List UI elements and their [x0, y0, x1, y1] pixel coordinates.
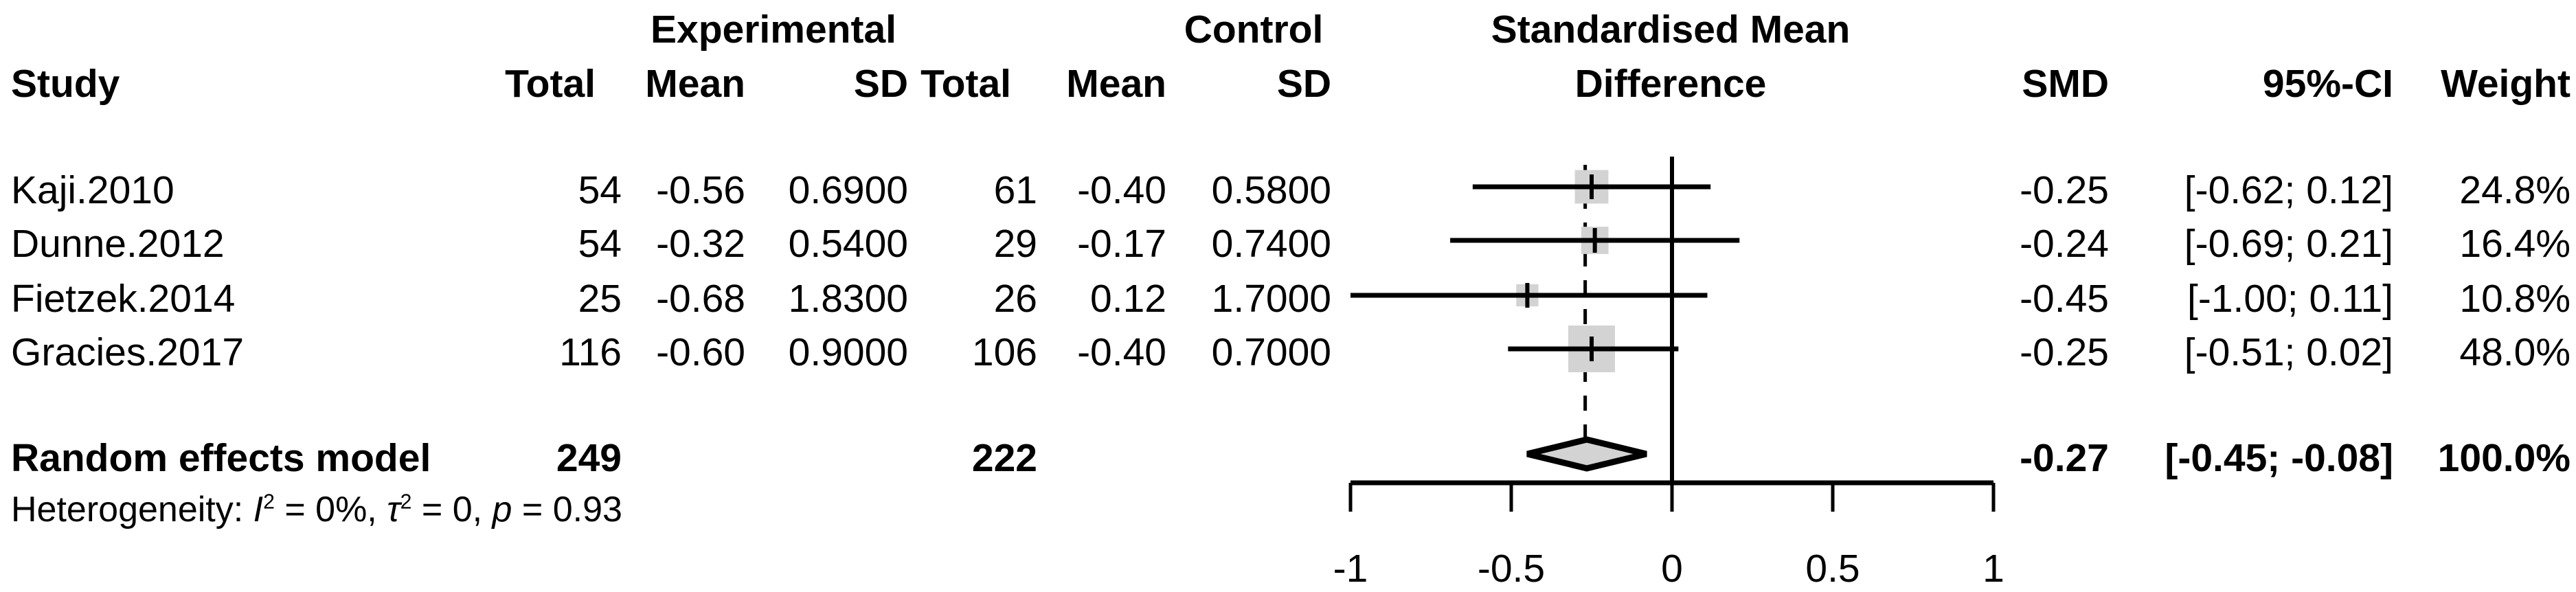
exp-total: 25: [578, 277, 622, 321]
weight-value: 24.8%: [2459, 168, 2571, 212]
ctrl-sd: 1.7000: [1211, 277, 1331, 321]
col-header-exp-total: Total: [505, 62, 596, 106]
pooled-label: Random effects model: [11, 436, 431, 480]
x-axis-tick-label: -1: [1333, 547, 1368, 591]
weight-value: 48.0%: [2459, 330, 2571, 374]
weight-value: 10.8%: [2459, 277, 2571, 321]
col-header-smd: SMD: [2022, 62, 2109, 106]
col-header-weight: Weight: [2441, 62, 2571, 106]
het-prefix: Heterogeneity:: [11, 490, 253, 530]
ci-value: [-1.00; 0.11]: [2187, 277, 2393, 321]
x-axis-tick-label: 0: [1661, 547, 1683, 591]
x-axis-tick-label: -0.5: [1478, 547, 1545, 591]
col-group-control: Control: [1184, 8, 1324, 52]
pooled-ci-value: [-0.45; -0.08]: [2165, 436, 2393, 480]
pooled-ctrl-total: 222: [971, 436, 1037, 480]
study-name: Dunne.2012: [11, 222, 225, 266]
exp-sd: 0.5400: [788, 222, 908, 266]
ctrl-sd: 0.5800: [1211, 168, 1331, 212]
ctrl-total: 29: [993, 222, 1037, 266]
het-tau-sup: 2: [400, 490, 412, 514]
heterogeneity-line: Heterogeneity: I2 = 0%, τ2 = 0, p = 0.93: [11, 490, 622, 530]
ctrl-sd: 0.7400: [1211, 222, 1331, 266]
het-tau-symbol: τ: [387, 490, 400, 530]
ctrl-mean: -0.40: [1077, 168, 1166, 212]
col-header-ci: 95%-CI: [2262, 62, 2393, 106]
pooled-smd-value: -0.27: [2020, 436, 2109, 480]
col-group-smd-line2: Difference: [1574, 62, 1767, 106]
pooled-diamond: [1526, 436, 1647, 472]
ctrl-mean: 0.12: [1090, 277, 1166, 321]
het-i-symbol: I: [253, 490, 264, 530]
study-name: Gracies.2017: [11, 330, 245, 374]
exp-mean: -0.32: [656, 222, 745, 266]
smd-value: -0.45: [2020, 277, 2109, 321]
exp-total: 54: [578, 168, 622, 212]
exp-sd: 1.8300: [788, 277, 908, 321]
weight-value: 16.4%: [2459, 222, 2571, 266]
exp-total: 116: [559, 330, 622, 374]
ctrl-mean: -0.40: [1077, 330, 1166, 374]
col-header-ctrl-total: Total: [920, 62, 1011, 106]
het-tau-eq: = 0,: [411, 490, 493, 530]
study-name: Kaji.2010: [11, 168, 174, 212]
het-p-symbol: p: [492, 490, 512, 530]
smd-value: -0.25: [2020, 168, 2109, 212]
x-axis-tick-label: 1: [1982, 547, 2004, 591]
smd-value: -0.25: [2020, 330, 2109, 374]
col-header-ctrl-sd: SD: [1276, 62, 1331, 106]
ctrl-total: 106: [971, 330, 1037, 374]
exp-sd: 0.9000: [788, 330, 908, 374]
ci-value: [-0.69; 0.21]: [2184, 222, 2393, 266]
het-i-sup: 2: [263, 490, 275, 514]
pooled-weight-value: 100.0%: [2437, 436, 2571, 480]
study-name: Fietzek.2014: [11, 277, 236, 321]
smd-value: -0.24: [2020, 222, 2109, 266]
exp-mean: -0.60: [656, 330, 745, 374]
ctrl-total: 61: [993, 168, 1037, 212]
exp-sd: 0.6900: [788, 168, 908, 212]
ci-value: [-0.62; 0.12]: [2184, 168, 2393, 212]
exp-mean: -0.56: [656, 168, 745, 212]
col-group-smd-line1: Standardised Mean: [1491, 8, 1851, 52]
ctrl-mean: -0.17: [1077, 222, 1166, 266]
ctrl-sd: 0.7000: [1211, 330, 1331, 374]
col-group-experimental: Experimental: [651, 8, 896, 52]
ci-value: [-0.51; 0.02]: [2184, 330, 2393, 374]
pooled-exp-total: 249: [556, 436, 622, 480]
col-header-exp-mean: Mean: [645, 62, 745, 106]
het-p-eq: = 0.93: [512, 490, 622, 530]
exp-total: 54: [578, 222, 622, 266]
col-header-study: Study: [11, 62, 120, 106]
x-axis-tick-label: 0.5: [1805, 547, 1860, 591]
het-i-eq: = 0%,: [274, 490, 387, 530]
col-header-exp-sd: SD: [853, 62, 908, 106]
ctrl-total: 26: [993, 277, 1037, 321]
col-header-ctrl-mean: Mean: [1066, 62, 1166, 106]
exp-mean: -0.68: [656, 277, 745, 321]
